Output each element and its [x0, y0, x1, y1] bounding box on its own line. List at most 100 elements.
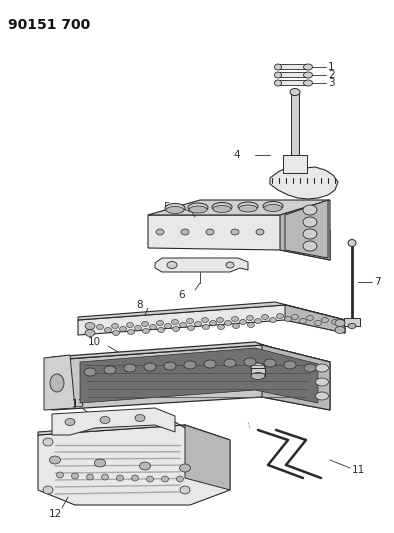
Polygon shape — [38, 425, 230, 505]
Ellipse shape — [158, 327, 165, 333]
Polygon shape — [78, 302, 345, 320]
Ellipse shape — [203, 325, 210, 329]
Ellipse shape — [212, 203, 232, 212]
Polygon shape — [285, 200, 328, 258]
Ellipse shape — [256, 229, 264, 235]
Ellipse shape — [85, 329, 95, 336]
Ellipse shape — [50, 456, 61, 464]
Ellipse shape — [135, 415, 145, 422]
Ellipse shape — [195, 321, 201, 327]
Ellipse shape — [189, 206, 207, 213]
Ellipse shape — [147, 476, 154, 482]
Polygon shape — [280, 200, 330, 260]
Ellipse shape — [201, 318, 208, 322]
Polygon shape — [148, 215, 330, 260]
Text: 3: 3 — [328, 78, 335, 88]
Ellipse shape — [186, 319, 193, 324]
Bar — [278, 72, 308, 77]
Ellipse shape — [100, 416, 110, 424]
Ellipse shape — [240, 319, 247, 325]
Ellipse shape — [303, 72, 312, 78]
Text: 2: 2 — [328, 70, 335, 80]
Ellipse shape — [303, 241, 317, 251]
Text: 1: 1 — [328, 62, 335, 72]
Ellipse shape — [303, 229, 317, 239]
Ellipse shape — [299, 319, 307, 324]
Polygon shape — [38, 422, 230, 440]
Ellipse shape — [65, 418, 75, 425]
Text: 9: 9 — [287, 365, 294, 375]
Ellipse shape — [290, 88, 300, 95]
Ellipse shape — [165, 324, 171, 328]
Text: 10: 10 — [88, 337, 101, 347]
Ellipse shape — [232, 317, 238, 321]
Ellipse shape — [316, 364, 329, 372]
Ellipse shape — [206, 229, 214, 235]
Ellipse shape — [124, 364, 136, 372]
Text: 12: 12 — [48, 509, 61, 519]
Ellipse shape — [348, 324, 356, 328]
Ellipse shape — [335, 327, 345, 334]
Polygon shape — [52, 345, 330, 410]
Ellipse shape — [303, 217, 317, 227]
Ellipse shape — [292, 314, 299, 319]
Ellipse shape — [303, 64, 312, 70]
Polygon shape — [185, 425, 230, 490]
Ellipse shape — [204, 360, 216, 368]
Ellipse shape — [303, 205, 317, 215]
Ellipse shape — [104, 366, 116, 374]
Bar — [278, 80, 308, 85]
Ellipse shape — [269, 318, 277, 322]
Text: 13: 13 — [72, 399, 85, 409]
Ellipse shape — [277, 313, 284, 319]
Polygon shape — [155, 258, 248, 272]
Text: 8: 8 — [136, 300, 143, 310]
Polygon shape — [52, 342, 330, 362]
Ellipse shape — [247, 316, 253, 320]
Ellipse shape — [322, 318, 329, 322]
Ellipse shape — [164, 362, 176, 370]
Ellipse shape — [149, 325, 156, 329]
Ellipse shape — [56, 472, 63, 478]
Ellipse shape — [143, 328, 149, 334]
Ellipse shape — [264, 359, 276, 367]
Ellipse shape — [180, 486, 190, 494]
Ellipse shape — [43, 486, 53, 494]
Ellipse shape — [226, 262, 234, 268]
Ellipse shape — [307, 316, 314, 320]
Ellipse shape — [173, 327, 180, 332]
Ellipse shape — [139, 462, 151, 470]
Ellipse shape — [263, 201, 283, 211]
Polygon shape — [270, 167, 338, 199]
Ellipse shape — [284, 361, 296, 369]
Ellipse shape — [177, 476, 184, 482]
Ellipse shape — [210, 320, 216, 326]
Ellipse shape — [225, 320, 232, 326]
Polygon shape — [80, 348, 318, 403]
Bar — [291, 92, 299, 160]
Ellipse shape — [239, 205, 257, 212]
Ellipse shape — [126, 322, 134, 327]
Ellipse shape — [224, 359, 236, 367]
Text: 6: 6 — [178, 290, 185, 300]
Ellipse shape — [247, 322, 255, 327]
Polygon shape — [52, 408, 175, 435]
Text: 7: 7 — [374, 277, 381, 287]
Ellipse shape — [71, 473, 78, 479]
Ellipse shape — [165, 204, 185, 213]
Ellipse shape — [162, 476, 169, 482]
Ellipse shape — [304, 364, 316, 372]
Ellipse shape — [119, 327, 126, 332]
Ellipse shape — [184, 361, 196, 369]
Ellipse shape — [251, 363, 265, 373]
Ellipse shape — [275, 72, 281, 78]
Ellipse shape — [171, 319, 178, 325]
Ellipse shape — [331, 319, 338, 325]
Ellipse shape — [144, 363, 156, 371]
Ellipse shape — [284, 317, 292, 321]
Polygon shape — [148, 200, 330, 215]
Ellipse shape — [166, 206, 184, 214]
Ellipse shape — [156, 229, 164, 235]
Bar — [278, 64, 308, 69]
Ellipse shape — [188, 326, 195, 330]
